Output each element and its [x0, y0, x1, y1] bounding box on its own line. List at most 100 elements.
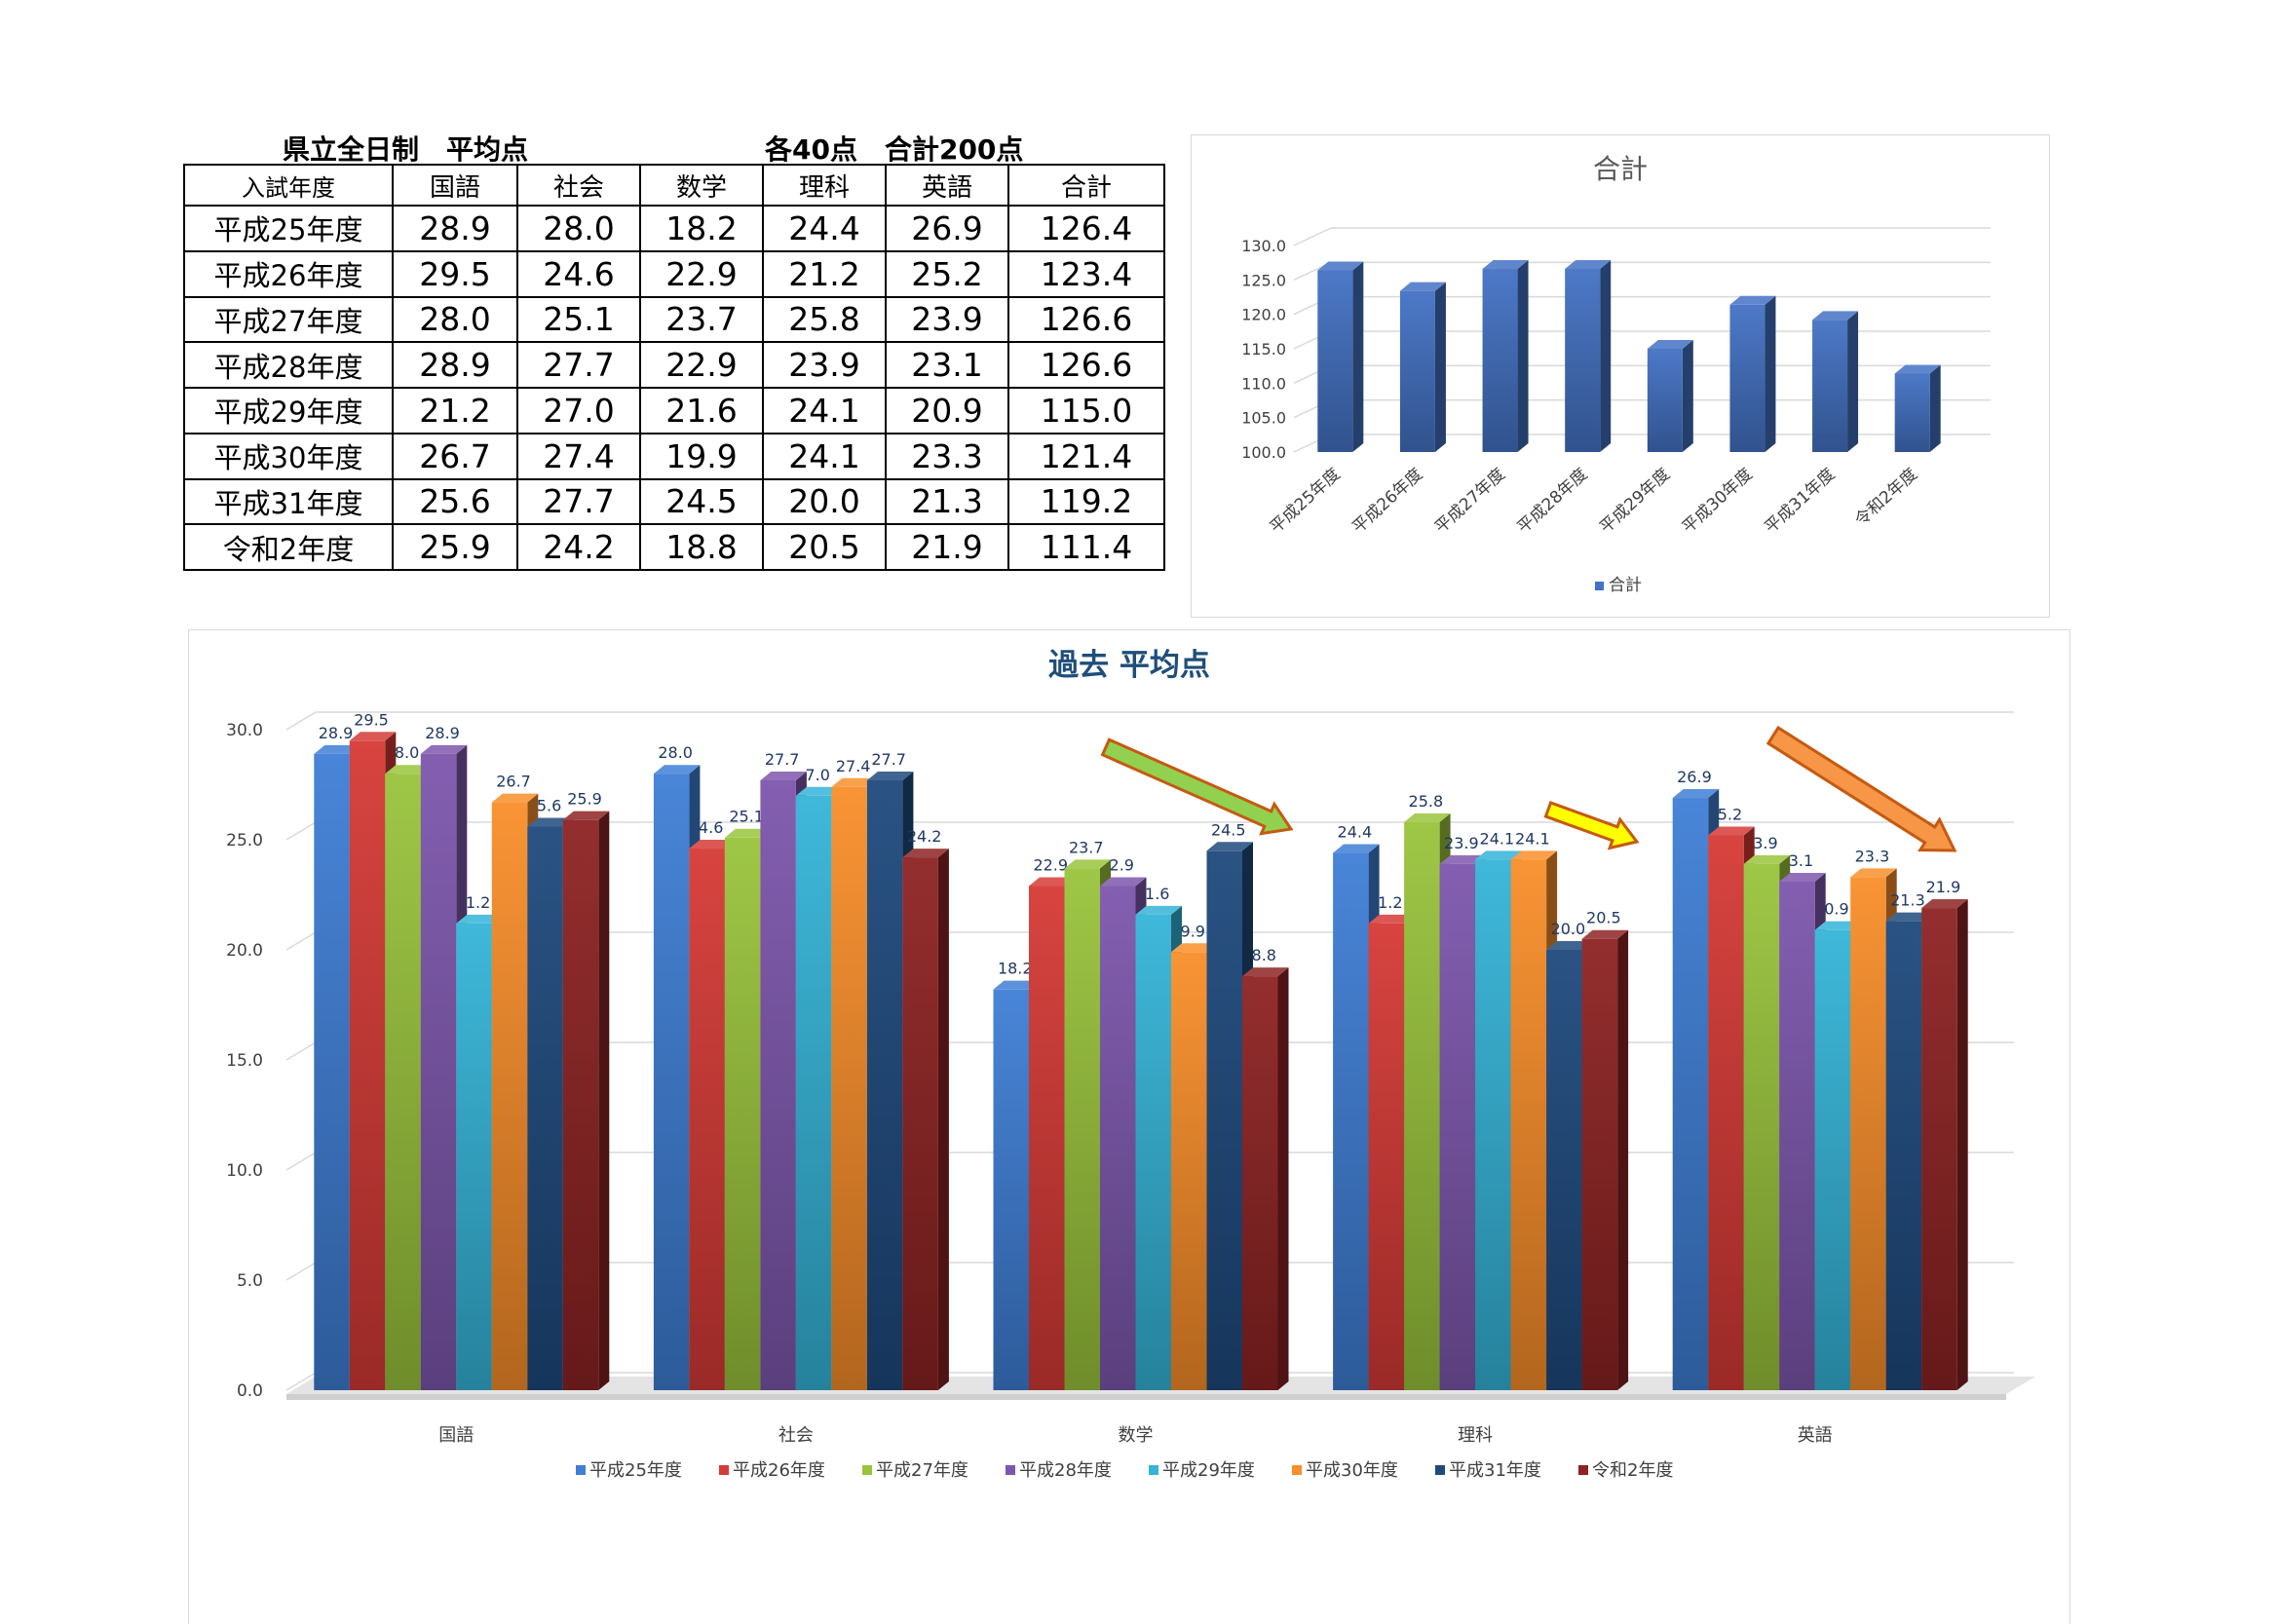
table-score-cell: 27.7 — [516, 341, 641, 389]
bar-front — [1921, 908, 1957, 1390]
table-year-cell: 平成31年度 — [183, 477, 394, 526]
table-year-cell: 令和2年度 — [183, 523, 394, 571]
bar-front — [1439, 863, 1476, 1390]
table-score-cell: 25.9 — [392, 523, 518, 571]
x-tick-label: 平成28年度 — [1514, 465, 1592, 538]
data-label: 27.4 — [836, 757, 871, 775]
table-row: 平成25年度 28.9 28.0 18.2 24.4 26.9 126.4 — [183, 205, 1165, 252]
bar-top — [1029, 877, 1076, 887]
chart-title: 合計 — [1593, 153, 1648, 185]
y-tick-label: 105.0 — [1241, 409, 1286, 428]
bar-top — [349, 732, 397, 741]
legend-label: 平成27年度 — [876, 1460, 968, 1481]
x-tick-label: 平成30年度 — [1679, 465, 1757, 538]
data-label: 27.7 — [765, 750, 800, 769]
legend-label: 平成26年度 — [733, 1460, 825, 1481]
data-label: 21.3 — [1890, 891, 1925, 910]
bar-front — [1135, 914, 1171, 1390]
data-label: 5.2 — [1718, 805, 1742, 823]
table-score-cell: 26.7 — [392, 432, 518, 480]
bar — [902, 849, 949, 1390]
table-score-cell: 27.7 — [516, 477, 641, 526]
total-bar — [1729, 295, 1776, 452]
bar-top — [1729, 295, 1776, 305]
bar-front — [385, 774, 421, 1390]
bar-top — [1242, 967, 1289, 977]
bar-front — [491, 802, 528, 1390]
total-bar — [1317, 261, 1364, 452]
legend-label: 平成28年度 — [1019, 1460, 1112, 1481]
x-tick-label: 平成25年度 — [1267, 465, 1345, 538]
bar-front — [527, 826, 563, 1390]
data-label: 1.2 — [1378, 893, 1402, 912]
total-chart: 合計 100.0 105.0 110.0 115.0 120.0 125.0 130.0 平成2… — [1191, 134, 2050, 618]
total-bar — [1482, 260, 1529, 452]
bar-top — [1885, 912, 1933, 922]
table-score-cell: 29.5 — [392, 249, 518, 298]
bar-side — [1929, 364, 1941, 452]
data-label: 4.6 — [699, 818, 723, 837]
data-label: 3.1 — [1789, 851, 1813, 870]
bar-side — [1517, 260, 1529, 452]
x-tick-label: 理科 — [1458, 1425, 1493, 1446]
data-label: 22.9 — [1033, 855, 1068, 874]
table-score-cell: 28.0 — [392, 295, 518, 344]
table-score-cell: 23.3 — [885, 432, 1009, 480]
bar-top — [456, 914, 503, 924]
table-year-cell: 平成29年度 — [183, 387, 394, 434]
bar-front — [724, 837, 761, 1390]
data-label: 23.9 — [1444, 834, 1479, 852]
table-row: 令和2年度 25.9 24.2 18.8 20.5 21.9 111.4 — [183, 523, 1165, 571]
table-score-cell: 119.2 — [1007, 477, 1165, 526]
table-score-cell: 27.4 — [516, 432, 641, 480]
orange-arrow — [1765, 725, 1957, 852]
data-label: 24.5 — [1211, 820, 1246, 839]
table-score-cell: 22.9 — [639, 249, 764, 298]
average-chart: 過去 平均点 0.0 5.0 10.0 15.0 20.0 25.0 30.0 28.9 29.5… — [188, 629, 2070, 1624]
table-score-cell: 25.1 — [516, 295, 641, 344]
bar-top — [795, 786, 843, 796]
table-score-cell: 25.2 — [885, 249, 1009, 298]
bar-front — [1672, 798, 1709, 1390]
table-score-cell: 126.6 — [1007, 341, 1165, 389]
data-label: 20.0 — [1551, 920, 1586, 938]
data-label: 20.5 — [1586, 909, 1621, 927]
table-score-cell: 25.6 — [392, 477, 518, 526]
bar-top — [1814, 921, 1862, 930]
legend-swatch — [1149, 1465, 1158, 1475]
bar — [1581, 929, 1629, 1390]
y-tick-label: 20.0 — [226, 941, 263, 961]
table-score-cell: 23.1 — [885, 341, 1009, 389]
data-label: 28.0 — [658, 743, 693, 762]
bar — [1921, 899, 1968, 1390]
bar-top — [1921, 899, 1968, 909]
table-score-cell: 27.0 — [516, 387, 641, 434]
bar-front — [1885, 921, 1922, 1390]
bar-front — [1743, 863, 1780, 1390]
data-label: 28.9 — [425, 724, 460, 742]
table-row: 平成26年度 29.5 24.6 22.9 21.2 25.2 123.4 — [183, 249, 1165, 298]
bar-front — [1317, 270, 1353, 452]
table-year-cell: 平成26年度 — [183, 249, 394, 298]
data-label: 1.2 — [466, 893, 490, 912]
data-label: 28.9 — [319, 724, 354, 742]
bar-front — [902, 857, 938, 1390]
yellow-arrow — [1543, 801, 1640, 850]
table-score-cell: 20.5 — [762, 523, 887, 571]
table-score-cell: 24.6 — [516, 249, 641, 298]
table-row: 平成29年度 21.2 27.0 21.6 24.1 20.9 115.0 — [183, 387, 1165, 434]
table-score-cell: 123.4 — [1007, 249, 1165, 298]
bar-front — [1404, 821, 1440, 1390]
total-bar — [1565, 260, 1612, 452]
bar-front — [1475, 859, 1511, 1390]
table-year-cell: 平成28年度 — [183, 341, 394, 389]
table-score-cell: 24.5 — [639, 477, 764, 526]
bar-top — [993, 980, 1040, 990]
table-score-cell: 115.0 — [1007, 387, 1165, 434]
bar-top — [1672, 789, 1720, 799]
bar-side — [1277, 967, 1289, 1390]
bar-front — [1100, 886, 1136, 1390]
y-tick-label: 30.0 — [226, 721, 263, 740]
data-label: 0.9 — [1824, 900, 1848, 919]
